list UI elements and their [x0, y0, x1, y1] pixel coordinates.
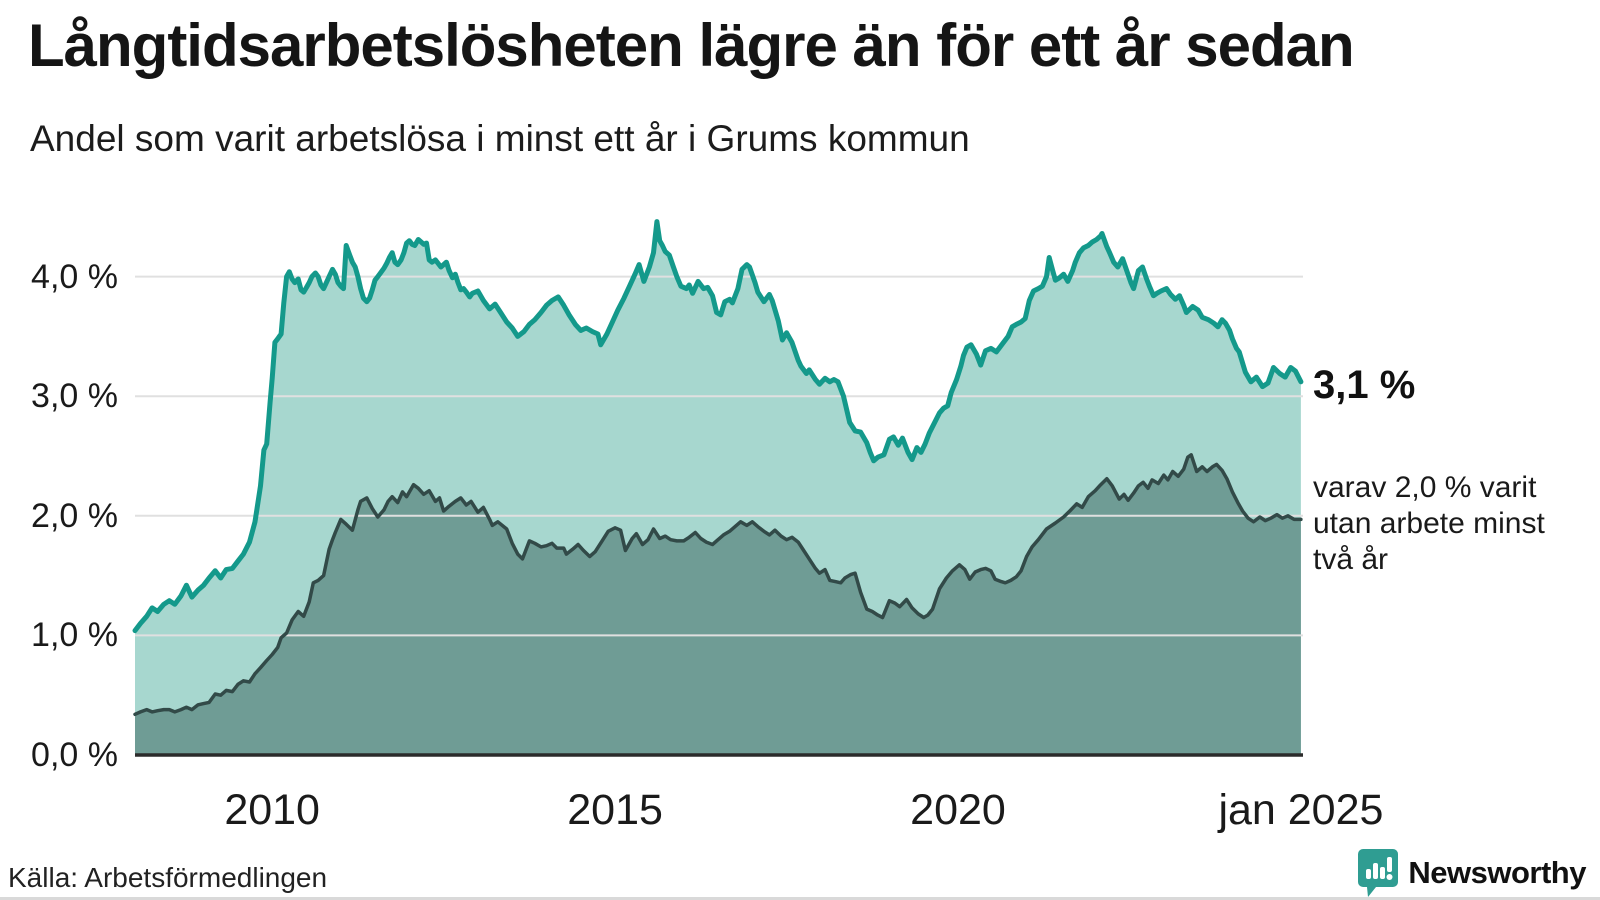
- y-tick-label: 3,0 %: [31, 377, 118, 416]
- x-tick-label: jan 2025: [1218, 786, 1384, 834]
- bottom-divider: [0, 897, 1600, 900]
- series-end-label-total: 3,1 %: [1313, 363, 1416, 407]
- logo-wordmark: Newsworthy: [1408, 855, 1586, 890]
- twoyear-area-fill: [135, 454, 1301, 755]
- newsworthy-logo[interactable]: Newsworthy: [1358, 848, 1586, 898]
- y-tick-label: 4,0 %: [31, 257, 118, 296]
- x-tick-label: 2015: [567, 786, 663, 834]
- x-tick-label: 2020: [910, 786, 1006, 834]
- source-credit: Källa: Arbetsförmedlingen: [8, 862, 328, 893]
- total-line: [132, 219, 1304, 634]
- y-tick-label: 1,0 %: [31, 616, 118, 655]
- page-title: Långtidsarbetslösheten lägre än för ett …: [28, 12, 1355, 79]
- x-tick-label: 2010: [224, 786, 320, 834]
- twoyear-line: [133, 453, 1303, 717]
- y-tick-label: 2,0 %: [31, 496, 118, 535]
- speech-bubble-bar-chart-icon: [1358, 849, 1399, 897]
- y-tick-label: 0,0 %: [31, 736, 118, 774]
- series-end-label-twoyear: varav 2,0 % varit utan arbete minst två …: [1313, 471, 1545, 576]
- page-subtitle: Andel som varit arbetslösa i minst ett å…: [30, 118, 970, 159]
